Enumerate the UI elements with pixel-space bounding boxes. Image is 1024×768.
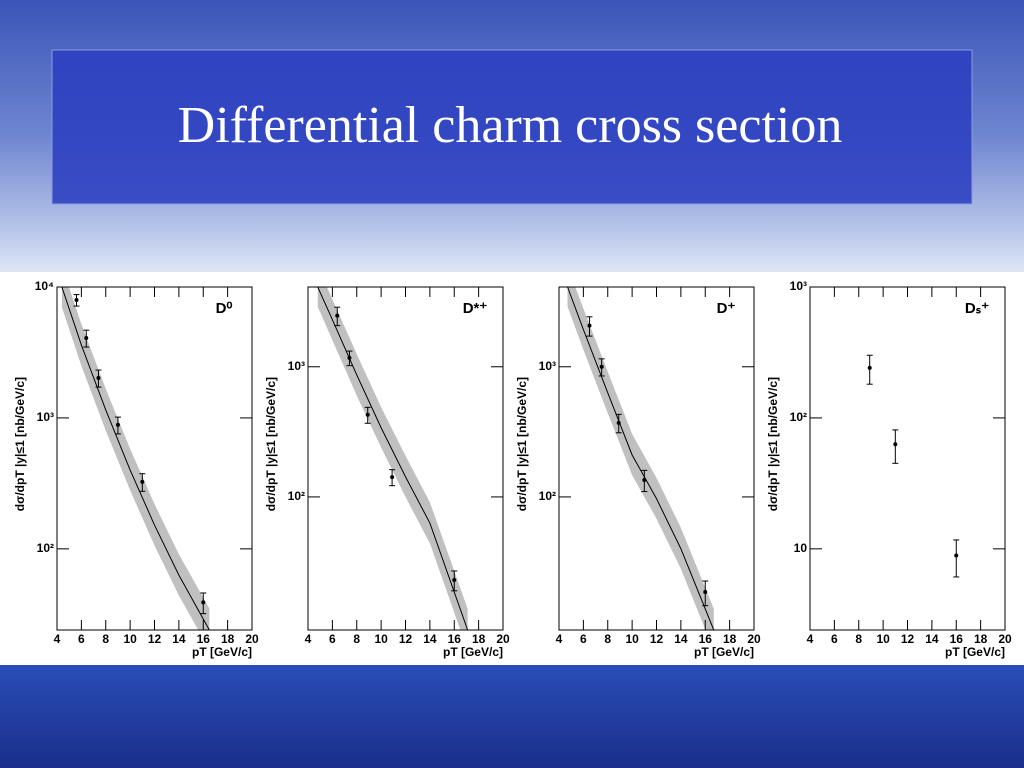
- x-tick-label: 20: [747, 632, 761, 646]
- y-tick-label: 10: [794, 541, 808, 555]
- plot-area: [61, 287, 210, 630]
- plot-area: [866, 354, 960, 578]
- y-tick-label: 10²: [37, 541, 54, 555]
- data-point: [452, 578, 457, 583]
- plot-area: [567, 287, 715, 630]
- x-tick-label: 14: [674, 632, 688, 646]
- x-tick-label: 16: [448, 632, 462, 646]
- x-tick-label: 14: [925, 632, 939, 646]
- slide-title: Differential charm cross section: [178, 97, 843, 154]
- chart: 4 6 8 10 12 14 16 18 20 10³ 10² pT [GeV/c] dσ/dpT |y…: [515, 286, 761, 659]
- x-tick-label: 20: [998, 632, 1012, 646]
- x-tick-label: 16: [950, 632, 964, 646]
- theory-central: [61, 287, 210, 630]
- data-point: [893, 442, 898, 447]
- x-tick-label: 18: [723, 632, 737, 646]
- theory-band: [567, 287, 714, 630]
- x-tick-label: 10: [123, 632, 137, 646]
- data-point: [74, 298, 79, 303]
- data-point: [703, 590, 708, 595]
- theory-central: [567, 287, 715, 630]
- x-tick-label: 20: [496, 632, 510, 646]
- x-tick-label: 8: [102, 632, 109, 646]
- particle-label: Dₛ⁺: [965, 300, 989, 317]
- x-tick-label: 10: [625, 632, 639, 646]
- x-tick-label: 18: [974, 632, 988, 646]
- chart: 4 6 8 10 12 14 16 18 20 10³ 10² pT [GeV/c] dσ/dpT |y…: [264, 286, 510, 659]
- x-tick-label: 8: [604, 632, 611, 646]
- y-tick-label: 10³: [790, 279, 807, 293]
- particle-label: D⁰: [216, 300, 233, 317]
- x-tick-label: 18: [472, 632, 486, 646]
- y-tick-label: 10⁴: [35, 279, 54, 293]
- y-axis-label: dσ/dpT |y|≤1 [nb/GeV/c]: [13, 377, 27, 511]
- x-tick-label: 10: [374, 632, 388, 646]
- x-tick-label: 18: [221, 632, 235, 646]
- x-axis-label: pT [GeV/c]: [443, 645, 503, 659]
- data-point: [616, 420, 621, 425]
- x-tick-label: 4: [807, 632, 814, 646]
- x-tick-label: 6: [831, 632, 838, 646]
- x-tick-label: 12: [901, 632, 915, 646]
- data-point: [867, 365, 872, 370]
- theory-band: [317, 287, 468, 630]
- data-point: [347, 355, 352, 360]
- particle-label: D*⁺: [463, 300, 488, 317]
- x-axis-label: pT [GeV/c]: [694, 645, 754, 659]
- x-tick-label: 14: [172, 632, 186, 646]
- x-tick-label: 12: [650, 632, 664, 646]
- data-point: [115, 422, 120, 427]
- x-tick-label: 14: [423, 632, 437, 646]
- data-point: [365, 412, 370, 417]
- x-tick-label: 6: [580, 632, 587, 646]
- y-axis-label: dσ/dpT |y|≤1 [nb/GeV/c]: [264, 377, 278, 511]
- x-tick-label: 16: [197, 632, 211, 646]
- x-axis-label: pT [GeV/c]: [945, 645, 1005, 659]
- data-point: [599, 364, 604, 369]
- particle-label: D⁺: [717, 300, 736, 317]
- x-tick-label: 12: [148, 632, 162, 646]
- x-tick-label: 12: [399, 632, 413, 646]
- title-box: [51, 49, 973, 205]
- x-tick-label: 20: [245, 632, 259, 646]
- x-tick-label: 16: [699, 632, 713, 646]
- chart: 4 6 8 10 12 14 16 18 20 10⁴ 10³ 10² pT [GeV/c] dσ/dpT…: [13, 279, 259, 659]
- data-point: [140, 479, 145, 484]
- y-tick-label: 10²: [288, 489, 305, 503]
- x-axis-label: pT [GeV/c]: [192, 645, 252, 659]
- charts: 4 6 8 10 12 14 16 18 20 10⁴ 10³ 10² pT [GeV/c] dσ/dpT…: [13, 279, 1012, 659]
- y-tick-label: 10²: [539, 489, 556, 503]
- data-point: [390, 475, 395, 480]
- y-tick-label: 10²: [790, 410, 807, 424]
- data-point: [335, 313, 340, 318]
- y-tick-label: 10³: [37, 410, 54, 424]
- sea-background: [0, 665, 1024, 768]
- x-tick-label: 4: [556, 632, 563, 646]
- y-tick-label: 10³: [288, 359, 305, 373]
- x-tick-label: 6: [78, 632, 85, 646]
- plot-area: [317, 287, 469, 630]
- data-point: [96, 375, 101, 380]
- data-point: [201, 600, 206, 605]
- data-point: [642, 477, 647, 482]
- x-tick-label: 4: [54, 632, 61, 646]
- x-tick-label: 4: [305, 632, 312, 646]
- data-point: [84, 335, 89, 340]
- x-tick-label: 8: [855, 632, 862, 646]
- x-tick-label: 6: [329, 632, 336, 646]
- x-tick-label: 10: [876, 632, 890, 646]
- x-tick-label: 8: [353, 632, 360, 646]
- data-point: [587, 323, 592, 328]
- y-tick-label: 10³: [539, 359, 556, 373]
- theory-central: [317, 287, 469, 630]
- figure-panel: [0, 272, 1024, 665]
- y-axis-label: dσ/dpT |y|≤1 [nb/GeV/c]: [515, 377, 529, 511]
- y-axis-label: dσ/dpT |y|≤1 [nb/GeV/c]: [766, 377, 780, 511]
- data-point: [954, 553, 959, 558]
- chart: 4 6 8 10 12 14 16 18 20 10³ 10² 10 pT [GeV/c] dσ/dpT …: [766, 279, 1012, 659]
